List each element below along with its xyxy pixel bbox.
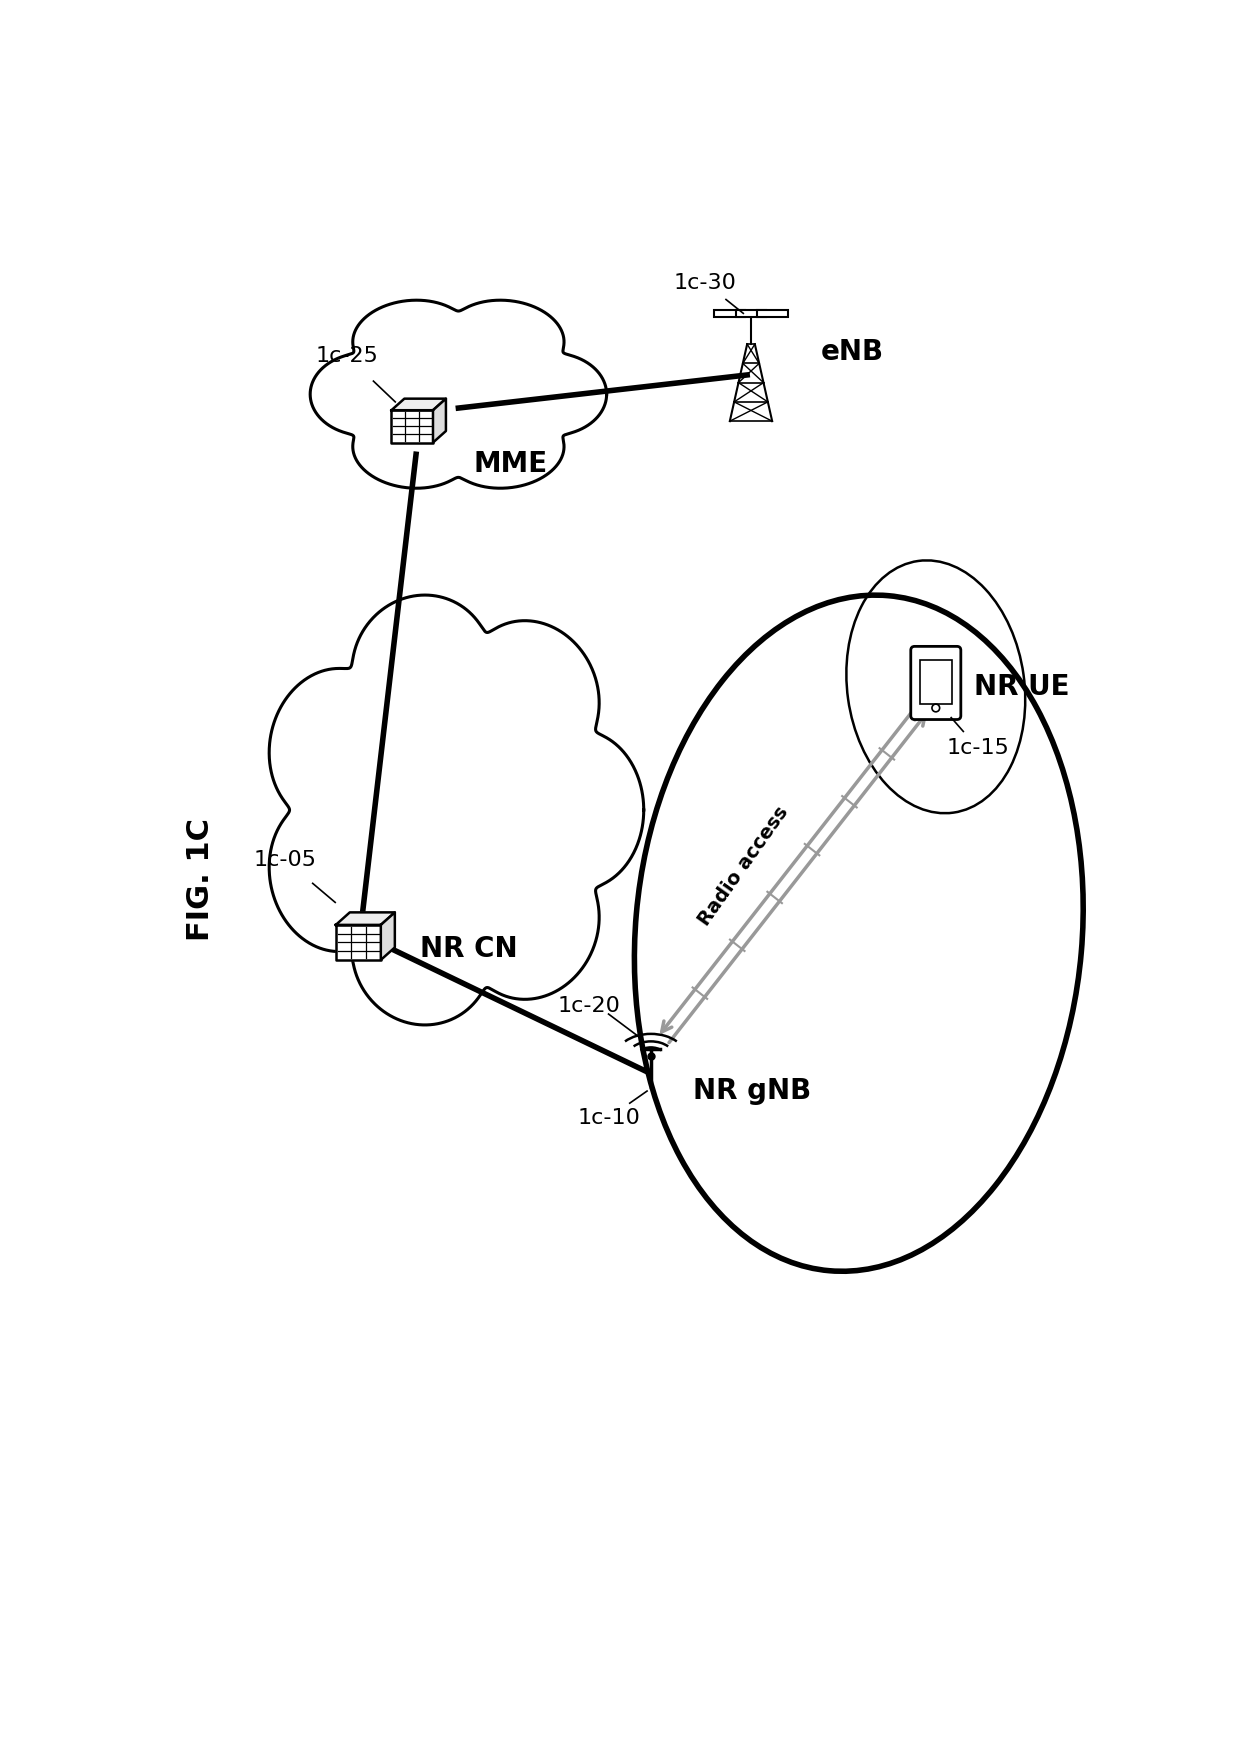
Text: NR UE: NR UE bbox=[975, 674, 1070, 701]
Text: NR CN: NR CN bbox=[420, 935, 517, 963]
Text: 1c-15: 1c-15 bbox=[946, 738, 1009, 759]
Polygon shape bbox=[381, 913, 394, 960]
Text: NR gNB: NR gNB bbox=[693, 1077, 811, 1105]
Polygon shape bbox=[433, 398, 446, 443]
Text: MME: MME bbox=[474, 450, 548, 478]
Polygon shape bbox=[392, 398, 446, 410]
Bar bbox=[714, 309, 745, 318]
Text: 1c-10: 1c-10 bbox=[577, 1108, 640, 1127]
Bar bbox=[758, 309, 787, 318]
Polygon shape bbox=[336, 913, 394, 925]
Polygon shape bbox=[336, 925, 381, 960]
Bar bbox=[920, 660, 951, 705]
Text: 1c-20: 1c-20 bbox=[558, 996, 621, 1016]
Polygon shape bbox=[310, 300, 606, 489]
Text: FIG. 1C: FIG. 1C bbox=[186, 818, 215, 941]
Text: Radio access: Radio access bbox=[694, 803, 792, 928]
Text: 1c-05: 1c-05 bbox=[254, 850, 316, 871]
Bar bbox=[735, 309, 766, 318]
Polygon shape bbox=[269, 595, 644, 1024]
Text: 1c-30: 1c-30 bbox=[673, 272, 737, 293]
Text: eNB: eNB bbox=[821, 339, 883, 366]
FancyBboxPatch shape bbox=[910, 646, 961, 719]
Polygon shape bbox=[392, 410, 433, 443]
Text: 1c-25: 1c-25 bbox=[315, 346, 378, 366]
